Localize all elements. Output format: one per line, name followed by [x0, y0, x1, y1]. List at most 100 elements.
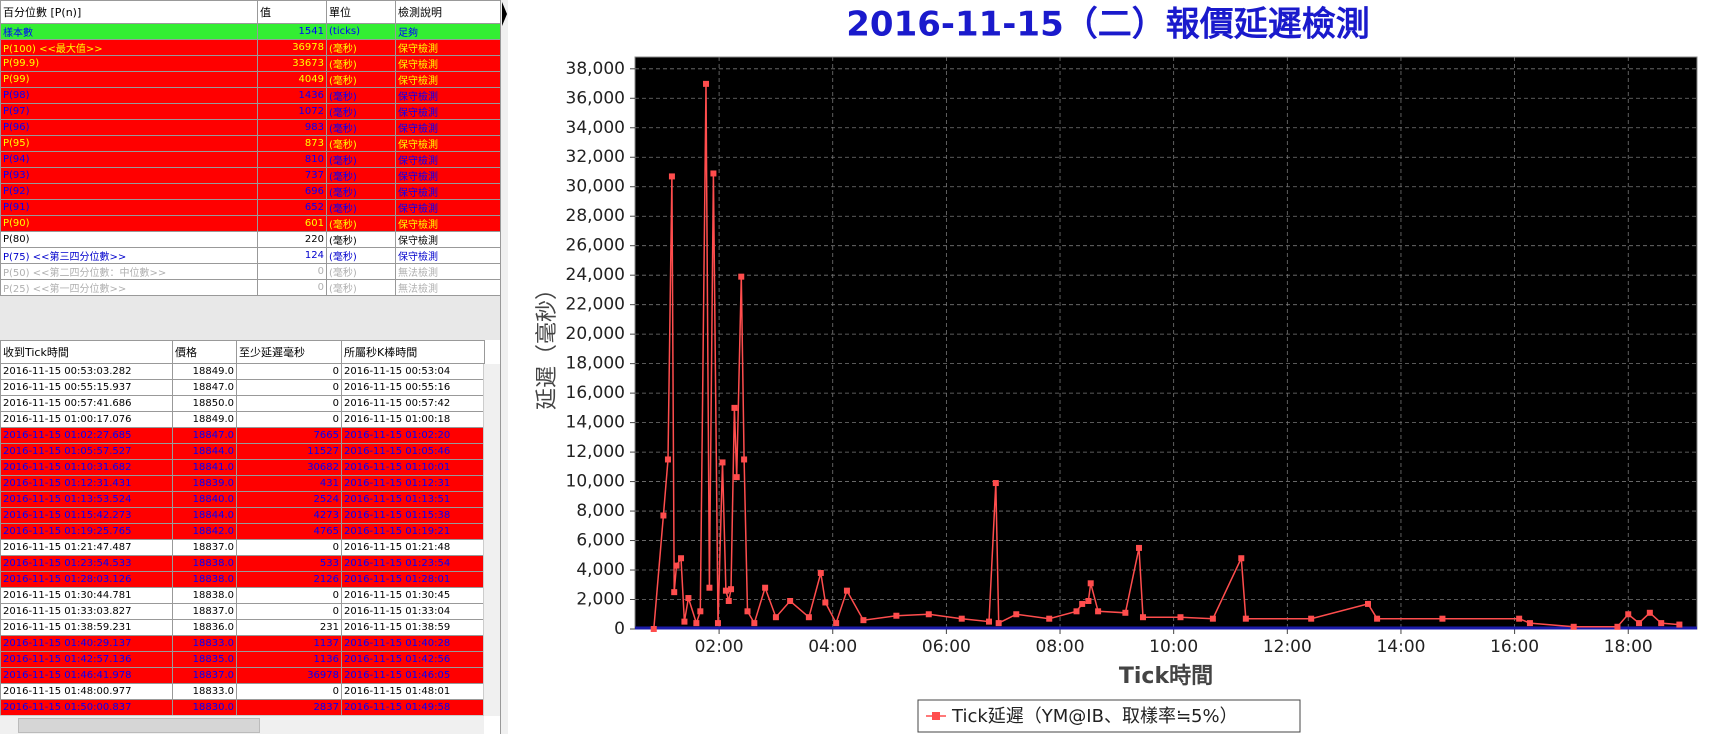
data-point	[817, 569, 824, 576]
table-cell: 保守檢測	[395, 135, 501, 152]
y-tick-label: 8,000	[576, 501, 625, 521]
table-row[interactable]: 2016-11-15 01:38:59.231 18836.0 231 2016-11…	[0, 619, 485, 636]
table-cell: P(99)	[0, 71, 258, 88]
table-row[interactable]: P(92) 696 (毫秒) 保守檢測	[0, 183, 501, 200]
table-row[interactable]: 2016-11-15 01:48:00.977 18833.0 0 2016-11-1…	[0, 683, 485, 700]
table-cell: (毫秒)	[326, 247, 396, 264]
table-cell: 652	[257, 199, 327, 216]
table-row[interactable]: 2016-11-15 01:23:54.533 18838.0 533 2016-11…	[0, 555, 485, 572]
y-tick-label: 20,000	[566, 324, 625, 344]
table-cell: 2016-11-15 01:15:42.273	[0, 507, 173, 524]
table-cell: 2016-11-15 01:00:17.076	[0, 411, 173, 428]
table-cell: P(90)	[0, 215, 258, 232]
table-row[interactable]: 2016-11-15 01:02:27.685 18847.0 7665 2016-1…	[0, 427, 485, 444]
table-row[interactable]: 2016-11-15 01:42:57.136 18835.0 1136 2016-1…	[0, 651, 485, 668]
table-cell: 2016-11-15 01:46:05	[341, 667, 485, 684]
table-row[interactable]: 2016-11-15 01:28:03.126 18838.0 2126 2016-1…	[0, 571, 485, 588]
x-tick-label: 06:00	[922, 637, 971, 657]
table-cell: 431	[236, 475, 342, 492]
table-row[interactable]: P(98) 1436 (毫秒) 保守檢測	[0, 87, 501, 104]
column-header[interactable]: 價格	[172, 340, 237, 364]
table-cell: 2016-11-15 01:21:48	[341, 539, 485, 556]
horizontal-scrollbar[interactable]	[0, 715, 484, 734]
column-header[interactable]: 百分位數 [P(n)]	[0, 0, 258, 24]
vertical-scrollbar[interactable]	[483, 364, 500, 716]
table-row[interactable]: 2016-11-15 01:21:47.487 18837.0 0 2016-11-1…	[0, 539, 485, 556]
table-row[interactable]: 2016-11-15 01:46:41.978 18837.0 36978 2016-…	[0, 667, 485, 684]
table-cell: 1541	[257, 23, 327, 40]
table-row[interactable]: 樣本數 1541 (ticks) 足夠	[0, 23, 501, 40]
table-row[interactable]: 2016-11-15 01:10:31.682 18841.0 30682 2016-…	[0, 459, 485, 476]
column-header[interactable]: 值	[257, 0, 327, 24]
table-cell: (毫秒)	[326, 183, 396, 200]
table-cell: 33673	[257, 55, 327, 72]
column-header[interactable]: 收到Tick時間	[0, 340, 173, 364]
table-row[interactable]: 2016-11-15 01:15:42.273 18844.0 4273 2016-1…	[0, 507, 485, 524]
data-point	[860, 617, 867, 624]
table-row[interactable]: 2016-11-15 01:50:00.837 18830.0 2837 2016-1…	[0, 699, 485, 716]
column-header[interactable]: 至少延遲毫秒	[236, 340, 342, 364]
table-cell: 2016-11-15 00:53:04	[341, 363, 485, 380]
table-cell: 0	[236, 363, 342, 380]
table-row[interactable]: P(99.9) 33673 (毫秒) 保守檢測	[0, 55, 501, 72]
plot-area	[634, 56, 1698, 630]
x-axis-label: Tick時間	[1119, 664, 1213, 689]
data-point	[681, 618, 688, 625]
y-tick-label: 12,000	[566, 442, 625, 462]
table-row[interactable]: 2016-11-15 01:30:44.781 18838.0 0 2016-11-1…	[0, 587, 485, 604]
table-row[interactable]: P(90) 601 (毫秒) 保守檢測	[0, 215, 501, 232]
table-row[interactable]: P(100) <<最大值>> 36978 (毫秒) 保守檢測	[0, 39, 501, 56]
table-row[interactable]: 2016-11-15 00:55:15.937 18847.0 0 2016-11-1…	[0, 379, 485, 396]
y-tick-label: 22,000	[566, 295, 625, 315]
table-row[interactable]: P(91) 652 (毫秒) 保守檢測	[0, 199, 501, 216]
table-row[interactable]: 2016-11-15 01:05:57.527 18844.0 11527 2016-…	[0, 443, 485, 460]
table-row[interactable]: P(95) 873 (毫秒) 保守檢測	[0, 135, 501, 152]
table-row[interactable]: 2016-11-15 01:40:29.137 18833.0 1137 2016-1…	[0, 635, 485, 652]
data-point	[925, 611, 932, 618]
column-header[interactable]: 檢測說明	[395, 0, 501, 24]
table-row[interactable]: P(93) 737 (毫秒) 保守檢測	[0, 167, 501, 184]
table-row[interactable]: 2016-11-15 01:19:25.765 18842.0 4765 2016-1…	[0, 523, 485, 540]
table-cell: 2016-11-15 01:48:00.977	[0, 683, 173, 700]
table-row[interactable]: 2016-11-15 01:13:53.524 18840.0 2524 2016-1…	[0, 491, 485, 508]
table-row[interactable]: P(96) 983 (毫秒) 保守檢測	[0, 119, 501, 136]
table-cell: (毫秒)	[326, 71, 396, 88]
table-row[interactable]: P(80) 220 (毫秒) 保守檢測	[0, 231, 501, 248]
table-cell: 保守檢測	[395, 39, 501, 56]
table-cell: 2016-11-15 01:28:01	[341, 571, 485, 588]
table-cell: P(99.9)	[0, 55, 258, 72]
data-point	[805, 614, 812, 621]
x-tick-label: 16:00	[1490, 637, 1539, 657]
table-cell: 231	[236, 619, 342, 636]
table-row[interactable]: P(97) 1072 (毫秒) 保守檢測	[0, 103, 501, 120]
table-row[interactable]: 2016-11-15 01:00:17.076 18849.0 0 2016-11-1…	[0, 411, 485, 428]
table-row[interactable]: P(50) <<第二四分位數：中位數>> 0 (毫秒) 無法檢測	[0, 263, 501, 280]
table-row[interactable]: 2016-11-15 01:33:03.827 18837.0 0 2016-11-1…	[0, 603, 485, 620]
table-row[interactable]: P(25) <<第一四分位數>> 0 (毫秒) 無法檢測	[0, 279, 501, 296]
table-row[interactable]: P(94) 810 (毫秒) 保守檢測	[0, 151, 501, 168]
table-cell: (毫秒)	[326, 103, 396, 120]
data-point	[1242, 615, 1249, 622]
splitter[interactable]	[501, 0, 508, 734]
x-tick-label: 04:00	[808, 637, 857, 657]
table-cell: 124	[257, 247, 327, 264]
column-header[interactable]: 所屬秒K棒時間	[341, 340, 485, 364]
table-row[interactable]: 2016-11-15 00:53:03.282 18849.0 0 2016-11-1…	[0, 363, 485, 380]
data-point	[744, 608, 751, 615]
table-row[interactable]: P(75) <<第三四分位數>> 124 (毫秒) 保守檢測	[0, 247, 501, 264]
column-header[interactable]: 單位	[326, 0, 396, 24]
table-cell: 保守檢測	[395, 151, 501, 168]
legend-label: Tick延遲（YM@IB、取樣率≒5%）	[951, 706, 1238, 727]
table-cell: 2016-11-15 01:30:44.781	[0, 587, 173, 604]
table-cell: 18839.0	[172, 475, 237, 492]
data-point	[678, 555, 685, 562]
data-point	[673, 562, 680, 569]
table-cell: 2016-11-15 01:13:53.524	[0, 491, 173, 508]
table-cell: 2016-11-15 00:53:03.282	[0, 363, 173, 380]
table-cell: (毫秒)	[326, 167, 396, 184]
data-point	[671, 589, 678, 596]
table-cell: 2016-11-15 01:50:00.837	[0, 699, 173, 716]
table-row[interactable]: P(99) 4049 (毫秒) 保守檢測	[0, 71, 501, 88]
table-row[interactable]: 2016-11-15 01:12:31.431 18839.0 431 2016-11…	[0, 475, 485, 492]
table-row[interactable]: 2016-11-15 00:57:41.686 18850.0 0 2016-11-1…	[0, 395, 485, 412]
